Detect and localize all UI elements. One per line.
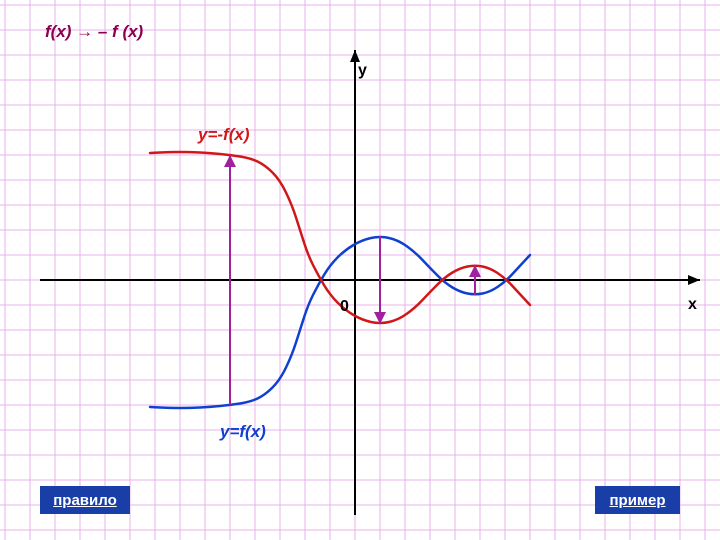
transform-title: f(x) → – f (x) <box>45 22 143 42</box>
rule-button[interactable]: правило <box>40 486 130 514</box>
x-axis-label: x <box>688 296 697 314</box>
example-button[interactable]: пример <box>595 486 680 514</box>
origin-label: 0 <box>340 298 349 316</box>
graph-canvas <box>0 0 720 540</box>
curve-label-f: y=f(x) <box>220 422 266 442</box>
curve-label-neg-f: y=-f(x) <box>198 125 249 145</box>
y-axis-label: y <box>358 62 367 80</box>
